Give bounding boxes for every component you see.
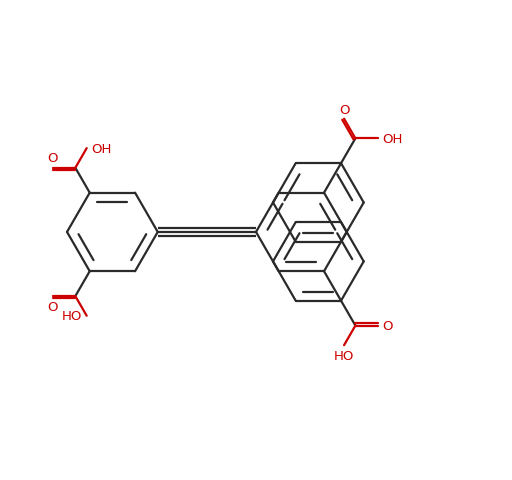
- Text: HO: HO: [334, 349, 354, 362]
- Text: O: O: [48, 300, 58, 313]
- Text: OH: OH: [382, 132, 403, 145]
- Text: O: O: [48, 152, 58, 165]
- Text: HO: HO: [62, 310, 82, 323]
- Text: O: O: [382, 319, 393, 332]
- Text: O: O: [339, 104, 349, 117]
- Text: OH: OH: [91, 143, 112, 156]
